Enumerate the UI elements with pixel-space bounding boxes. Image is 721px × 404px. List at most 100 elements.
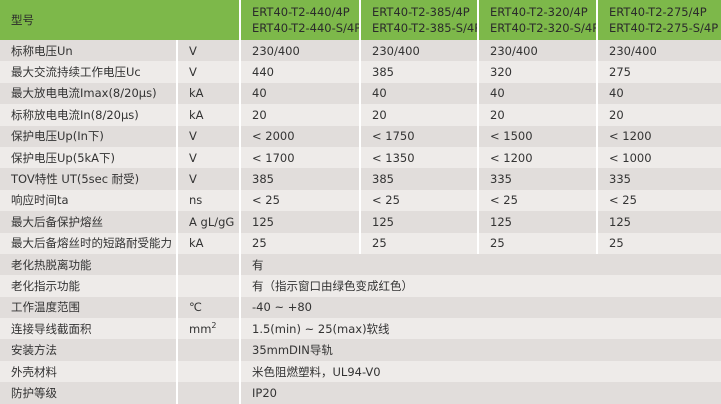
- param-name: 保护电压Up(In下): [0, 125, 177, 147]
- param-unit: V: [176, 146, 240, 169]
- param-unit: [176, 360, 240, 383]
- unit-text: ℃: [189, 300, 202, 315]
- table-row: 响应时间ta ns < 25 < 25 < 25 < 25: [0, 189, 721, 212]
- param-name: 老化热脱离功能: [0, 253, 177, 276]
- param-value: 125: [596, 211, 721, 233]
- param-value: < 25: [596, 189, 721, 212]
- table-row: 老化热脱离功能 有: [0, 253, 721, 276]
- model-name: ERT40-T2-275-S/4P: [609, 21, 719, 35]
- param-value: 230/400: [239, 40, 360, 62]
- unit-text: mm: [189, 322, 212, 337]
- param-value: 40: [359, 82, 478, 105]
- param-unit: mm2: [176, 318, 240, 340]
- param-unit: ℃: [176, 296, 240, 319]
- table-row: 工作温度范围 ℃ -40 ~ +80: [0, 296, 721, 319]
- table-row: 最大后备熔丝时的短路耐受能力 kA 25 25 25 25: [0, 232, 721, 254]
- table-row: TOV特性 UT(5sec 耐受) V 385 385 335 335: [0, 168, 721, 190]
- table-row: 老化指示功能 有（指示窗口由绿色变成红色）: [0, 275, 721, 297]
- table-row: 最大放电电流Imax(8/20μs) kA 40 40 40 40: [0, 82, 721, 105]
- param-value: 275: [596, 61, 721, 83]
- table-row: 保护电压Up(In下) V < 2000 < 1750 < 1500 < 1200: [0, 125, 721, 147]
- param-name: 标称放电电流In(8/20μs): [0, 104, 177, 126]
- param-unit: kA: [176, 232, 240, 254]
- param-value: < 25: [359, 189, 478, 212]
- param-value: < 1200: [477, 146, 597, 169]
- param-unit: kA: [176, 82, 240, 105]
- table-row: 安装方法 35mmDIN导轨: [0, 339, 721, 361]
- param-unit: kA: [176, 104, 240, 126]
- param-value: 230/400: [596, 40, 721, 62]
- table-row: 连接导线截面积 mm2 1.5(min) ~ 25(max)软线: [0, 318, 721, 340]
- param-unit: A gL/gG: [176, 211, 240, 233]
- unit-superscript: 2: [211, 321, 217, 331]
- param-value: 230/400: [359, 40, 478, 62]
- param-name: TOV特性 UT(5sec 耐受): [0, 168, 177, 190]
- model-name: ERT40-T2-385-S/4P: [372, 21, 478, 35]
- param-unit: V: [176, 125, 240, 147]
- param-value: 20: [239, 104, 360, 126]
- param-value: < 1750: [359, 125, 478, 147]
- param-value: 20: [359, 104, 478, 126]
- model-name: ERT40-T2-275/4P: [609, 5, 707, 19]
- param-name: 最大放电电流Imax(8/20μs): [0, 82, 177, 105]
- param-value: 米色阻燃塑料，UL94-V0: [239, 360, 721, 383]
- param-value: < 25: [239, 189, 360, 212]
- param-unit: [176, 253, 240, 276]
- model-name: ERT40-T2-320-S/4P: [490, 21, 597, 35]
- table-row: 最大后备保护熔丝 A gL/gG 125 125 125 125: [0, 211, 721, 233]
- param-value: 有: [239, 253, 721, 276]
- model-name: ERT40-T2-320/4P: [490, 5, 588, 19]
- param-name: 老化指示功能: [0, 275, 177, 297]
- param-unit: [176, 275, 240, 297]
- table-row: 防护等级 IP20: [0, 382, 721, 404]
- param-value: 25: [596, 232, 721, 254]
- param-name: 工作温度范围: [0, 296, 177, 319]
- param-unit: ns: [176, 189, 240, 212]
- param-name: 连接导线截面积: [0, 318, 177, 340]
- param-name: 保护电压Up(5kA下): [0, 146, 177, 169]
- param-value: 320: [477, 61, 597, 83]
- table-row: 标称电压Un V 230/400 230/400 230/400 230/400: [0, 40, 721, 62]
- param-value: 335: [477, 168, 597, 190]
- param-value: < 1500: [477, 125, 597, 147]
- param-name: 最大后备保护熔丝: [0, 211, 177, 233]
- param-value: < 1350: [359, 146, 478, 169]
- param-unit: V: [176, 40, 240, 62]
- table-row: 最大交流持续工作电压Uc V 440 385 320 275: [0, 61, 721, 83]
- model-header: ERT40-T2-275/4P ERT40-T2-275-S/4P: [596, 0, 721, 40]
- param-value: < 25: [477, 189, 597, 212]
- param-name: 最大后备熔丝时的短路耐受能力: [0, 232, 177, 254]
- param-value: 230/400: [477, 40, 597, 62]
- param-value: 40: [239, 82, 360, 105]
- param-unit: [176, 339, 240, 361]
- param-value: 125: [359, 211, 478, 233]
- param-name: 最大交流持续工作电压Uc: [0, 61, 177, 83]
- param-value: 35mmDIN导轨: [239, 339, 721, 361]
- table-row: 保护电压Up(5kA下) V < 1700 < 1350 < 1200 < 1000: [0, 146, 721, 169]
- param-value: 125: [477, 211, 597, 233]
- model-header: ERT40-T2-440/4P ERT40-T2-440-S/4P: [239, 0, 360, 40]
- table-row: 外壳材料 米色阻燃塑料，UL94-V0: [0, 360, 721, 383]
- param-value: 385: [359, 61, 478, 83]
- param-value: 385: [239, 168, 360, 190]
- param-value: 440: [239, 61, 360, 83]
- param-value: < 2000: [239, 125, 360, 147]
- param-name: 响应时间ta: [0, 189, 177, 212]
- param-unit: V: [176, 61, 240, 83]
- param-name: 外壳材料: [0, 360, 177, 383]
- param-value: -40 ~ +80: [239, 296, 721, 319]
- param-value: 有（指示窗口由绿色变成红色）: [239, 275, 721, 297]
- param-value: < 1200: [596, 125, 721, 147]
- param-value: 20: [596, 104, 721, 126]
- param-value: 1.5(min) ~ 25(max)软线: [239, 318, 721, 340]
- param-value: 40: [477, 82, 597, 105]
- param-value: < 1000: [596, 146, 721, 169]
- model-header: ERT40-T2-320/4P ERT40-T2-320-S/4P: [477, 0, 597, 40]
- param-value: 335: [596, 168, 721, 190]
- model-header: ERT40-T2-385/4P ERT40-T2-385-S/4P: [359, 0, 478, 40]
- param-name: 标称电压Un: [0, 40, 177, 62]
- model-name: ERT40-T2-385/4P: [372, 5, 470, 19]
- param-value: 385: [359, 168, 478, 190]
- param-value: 20: [477, 104, 597, 126]
